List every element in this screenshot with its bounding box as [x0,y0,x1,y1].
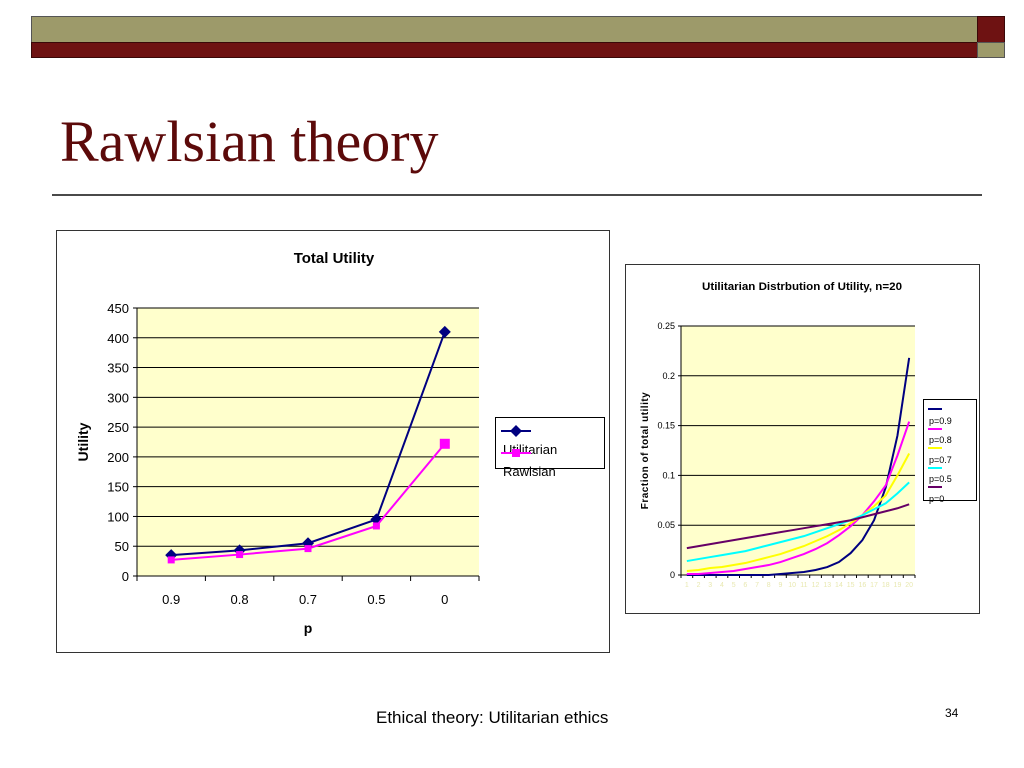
legend-label: Rawlsian [503,463,556,479]
data-point-rawlsian [167,556,175,564]
y-tick-label: 250 [107,420,129,435]
y-tick-label: 350 [107,361,129,376]
utility-distribution-chart: 0 0.05 0.1 0.15 0.2 0.25 1 2 3 4 5 6 7 8 9 10 11 12 13 14 15… [625,264,980,614]
y-axis-label: Utility [75,422,91,461]
x-tick-label: 12 [812,582,820,589]
x-tick-label: 2 [697,582,701,589]
x-tick-label: 19 [894,582,902,589]
plot-area [681,326,915,575]
x-tick-label: 0.7 [299,592,317,607]
y-tick-label: 300 [107,390,129,405]
data-point-utilitarian [370,513,383,526]
utility-distribution-legend: p=0.9 p=0.8 p=0.7 p=0.5 p=0 [923,399,977,504]
data-point-rawlsian [236,551,244,559]
plot-area [137,308,479,576]
legend-swatch [928,466,942,469]
y-tick-label: 450 [107,301,129,316]
x-tick-label: 16 [858,582,866,589]
total-utility-legend: Utilitarian Rawlsian [495,417,605,479]
x-tick-label: 3 [708,582,712,589]
header-square-maroon [977,16,1005,44]
x-tick-label: 0 [441,592,448,607]
legend-item-p-0-8: p=0.8 [927,424,952,447]
y-tick-label: 0.1 [662,470,675,480]
legend-swatch [501,425,531,437]
x-tick-label: 10 [788,582,796,589]
legend-swatch [928,486,942,488]
series-line-p-0-7 [686,453,911,573]
legend-label: p=0.8 [929,435,952,446]
x-tick-label: 17 [870,582,878,589]
x-tick-label: 9 [778,582,782,589]
legend-swatch [501,449,531,457]
x-tick-label: 5 [732,582,736,589]
x-tick-label: 18 [882,582,890,589]
legend-swatch-marker [510,425,522,437]
legend-swatch [928,408,942,410]
y-axis-label: Fraction of total utility [640,392,651,510]
legend-label: p=0.7 [929,454,952,465]
x-tick-label: 11 [800,582,807,589]
total-utility-chart: 0 50 100 150 200 250 300 350 400 450 0.9 0.8 0.7 0.5 0… [56,230,610,653]
x-tick-label: 7 [755,582,759,589]
legend-item-p-0-5: p=0.5 [927,463,952,486]
header-bar-maroon [31,42,978,58]
y-tick-label: 0.05 [657,520,675,530]
data-point-rawlsian [439,438,450,449]
y-tick-label: 150 [107,480,129,495]
title-divider [52,194,982,196]
y-tick-label: 0.15 [657,421,675,431]
y-tick-label: 50 [115,539,129,554]
x-tick-label: 14 [835,582,843,589]
series-line-p-0 [686,503,910,550]
x-tick-label: 6 [743,582,747,589]
x-tick-label: 13 [823,582,831,589]
legend-label: p=0 [929,493,945,504]
data-point-utilitarian [438,325,451,338]
y-tick-label: 0.2 [662,371,675,381]
utility-distribution-svg: 00.050.10.150.20.251 2 3 4 5 6 7 8 9 10 11 12 13 14 15… [640,281,916,589]
x-axis-label: p [304,620,313,636]
legend-item-p-0-9: p=0.9 [927,404,952,427]
y-tick-label: 0 [122,569,129,584]
y-tick-label: 100 [107,509,129,524]
legend-label: p=0.9 [929,415,952,426]
x-tick-label: 1 [685,582,689,589]
legend-item-p-0-7: p=0.7 [927,443,952,466]
x-tick-label: 20 [905,582,913,589]
x-tick-label: 0.5 [367,592,385,607]
legend-item-rawlsian: Rawlsian [500,444,556,481]
header-bar-olive [31,16,978,44]
x-tick-label: 4 [720,582,724,589]
legend-swatch [928,447,942,449]
slide-title: Rawlsian theory [60,109,439,174]
legend-item-p-0: p=0 [927,482,944,505]
chart-title: Total Utility [294,250,375,267]
header-square-olive [977,42,1005,58]
legend-swatch [928,427,942,430]
x-tick-label: 8 [767,582,771,589]
x-tick-label: 0.8 [231,592,249,607]
y-tick-label: 200 [107,450,129,465]
y-tick-label: 0.25 [657,321,675,331]
legend-label: p=0.5 [929,474,952,485]
data-point-rawlsian [304,545,312,553]
footer-text: Ethical theory: Utilitarian ethics [376,708,609,727]
total-utility-svg: 0 50 100 150 200 250 300 350 400 450 0.9 0.8 0.7 0.5 0… [75,250,480,636]
page-number: 34 [945,706,959,720]
data-point-rawlsian [372,522,380,530]
series-line-p-0-9 [686,357,911,576]
y-tick-label: 0 [670,570,675,580]
x-tick-label: 0.9 [162,592,180,607]
x-tick-label: 15 [847,582,855,589]
legend-swatch-marker [512,449,520,457]
y-tick-label: 400 [107,331,129,346]
series-line-p-0-5 [686,481,910,563]
chart-title: Utilitarian Distrbution of Utility, n=20 [702,281,902,293]
series-line-p-0-8 [686,421,911,576]
